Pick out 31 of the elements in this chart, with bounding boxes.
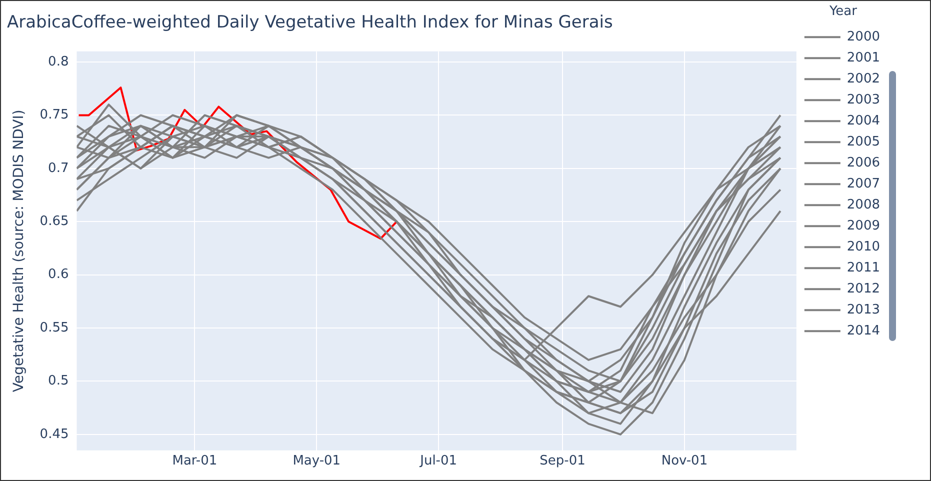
x-tick-label: Mar-01 xyxy=(172,454,218,469)
legend-label: 2011 xyxy=(846,260,880,276)
legend-label: 2003 xyxy=(846,92,880,108)
y-tick-label: 0.45 xyxy=(40,426,69,442)
y-tick-label: 0.5 xyxy=(48,374,69,389)
legend-label: 2008 xyxy=(846,197,880,212)
legend-label: 2009 xyxy=(846,218,880,234)
legend-label: 2004 xyxy=(846,113,880,128)
legend-label: 2006 xyxy=(846,155,880,170)
legend-label: 2012 xyxy=(846,281,880,296)
x-tick-label: Sep-01 xyxy=(540,454,586,469)
legend-label: 2010 xyxy=(846,239,880,254)
legend-label: 2013 xyxy=(846,302,880,318)
y-tick-label: 0.6 xyxy=(48,267,69,282)
y-tick-label: 0.7 xyxy=(48,160,69,176)
x-tick-label: Nov-01 xyxy=(661,454,708,469)
legend-label: 2007 xyxy=(846,176,880,192)
x-tick-label: Jul-01 xyxy=(419,454,458,469)
y-tick-label: 0.8 xyxy=(48,54,69,70)
legend-label: 2002 xyxy=(846,71,880,86)
legend-title: Year xyxy=(828,4,858,19)
chart-title: ArabicaCoffee-weighted Daily Vegetative Health Index for Minas Gerais xyxy=(7,12,613,33)
x-tick-label: May-01 xyxy=(292,454,341,469)
legend-label: 2001 xyxy=(846,50,880,66)
y-tick-label: 0.75 xyxy=(40,108,69,123)
legend-label: 2014 xyxy=(846,323,880,338)
legend-label: 2000 xyxy=(846,29,880,44)
y-tick-label: 0.55 xyxy=(40,320,69,336)
y-axis-title: Vegetative Health (source: MODIS NDVI) xyxy=(11,110,28,392)
legend-label: 2005 xyxy=(846,134,880,150)
y-tick-label: 0.65 xyxy=(40,214,69,230)
